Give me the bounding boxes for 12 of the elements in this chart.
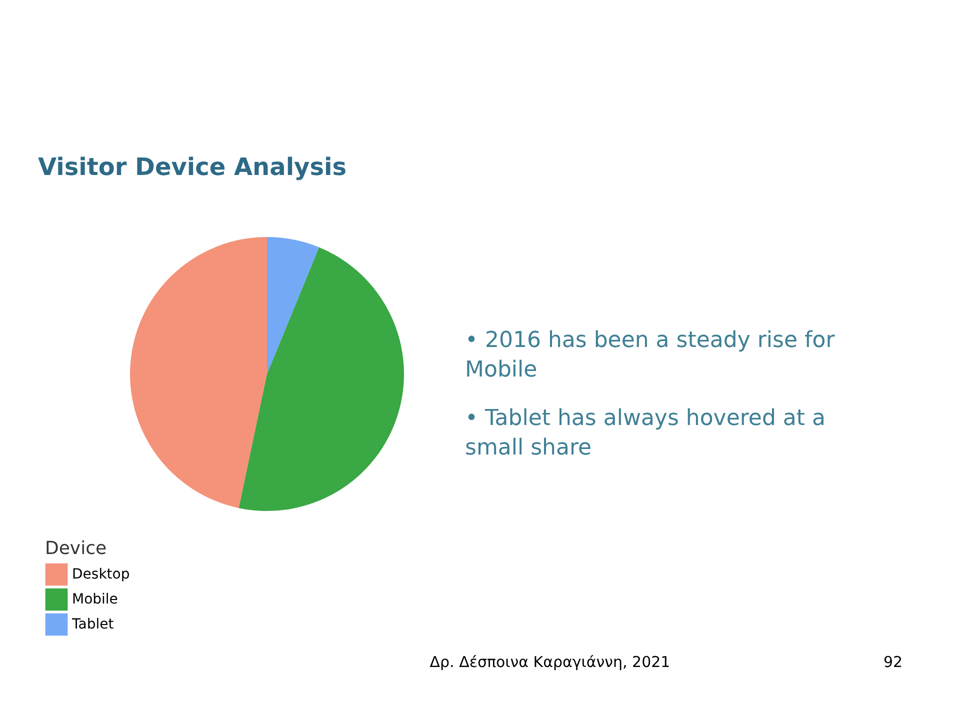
text: • 2016 has been a steady rise for Mobile	[465, 328, 836, 383]
pie-slice	[238, 247, 404, 511]
chart-title: Visitor Device Analysis	[38, 153, 346, 181]
text: 92	[883, 653, 903, 671]
pie-slice	[130, 237, 267, 508]
legend-title: Device	[45, 538, 107, 559]
text: • Tablet has always hovered at a small share	[465, 406, 826, 461]
text: Δρ. Δέσποινα Καραγιάννη, 2021	[430, 653, 670, 671]
pie-slice	[267, 237, 320, 374]
legend-label: Mobile	[72, 592, 118, 608]
legend-label: Tablet	[71, 616, 114, 632]
legend-label: Desktop	[72, 566, 130, 582]
